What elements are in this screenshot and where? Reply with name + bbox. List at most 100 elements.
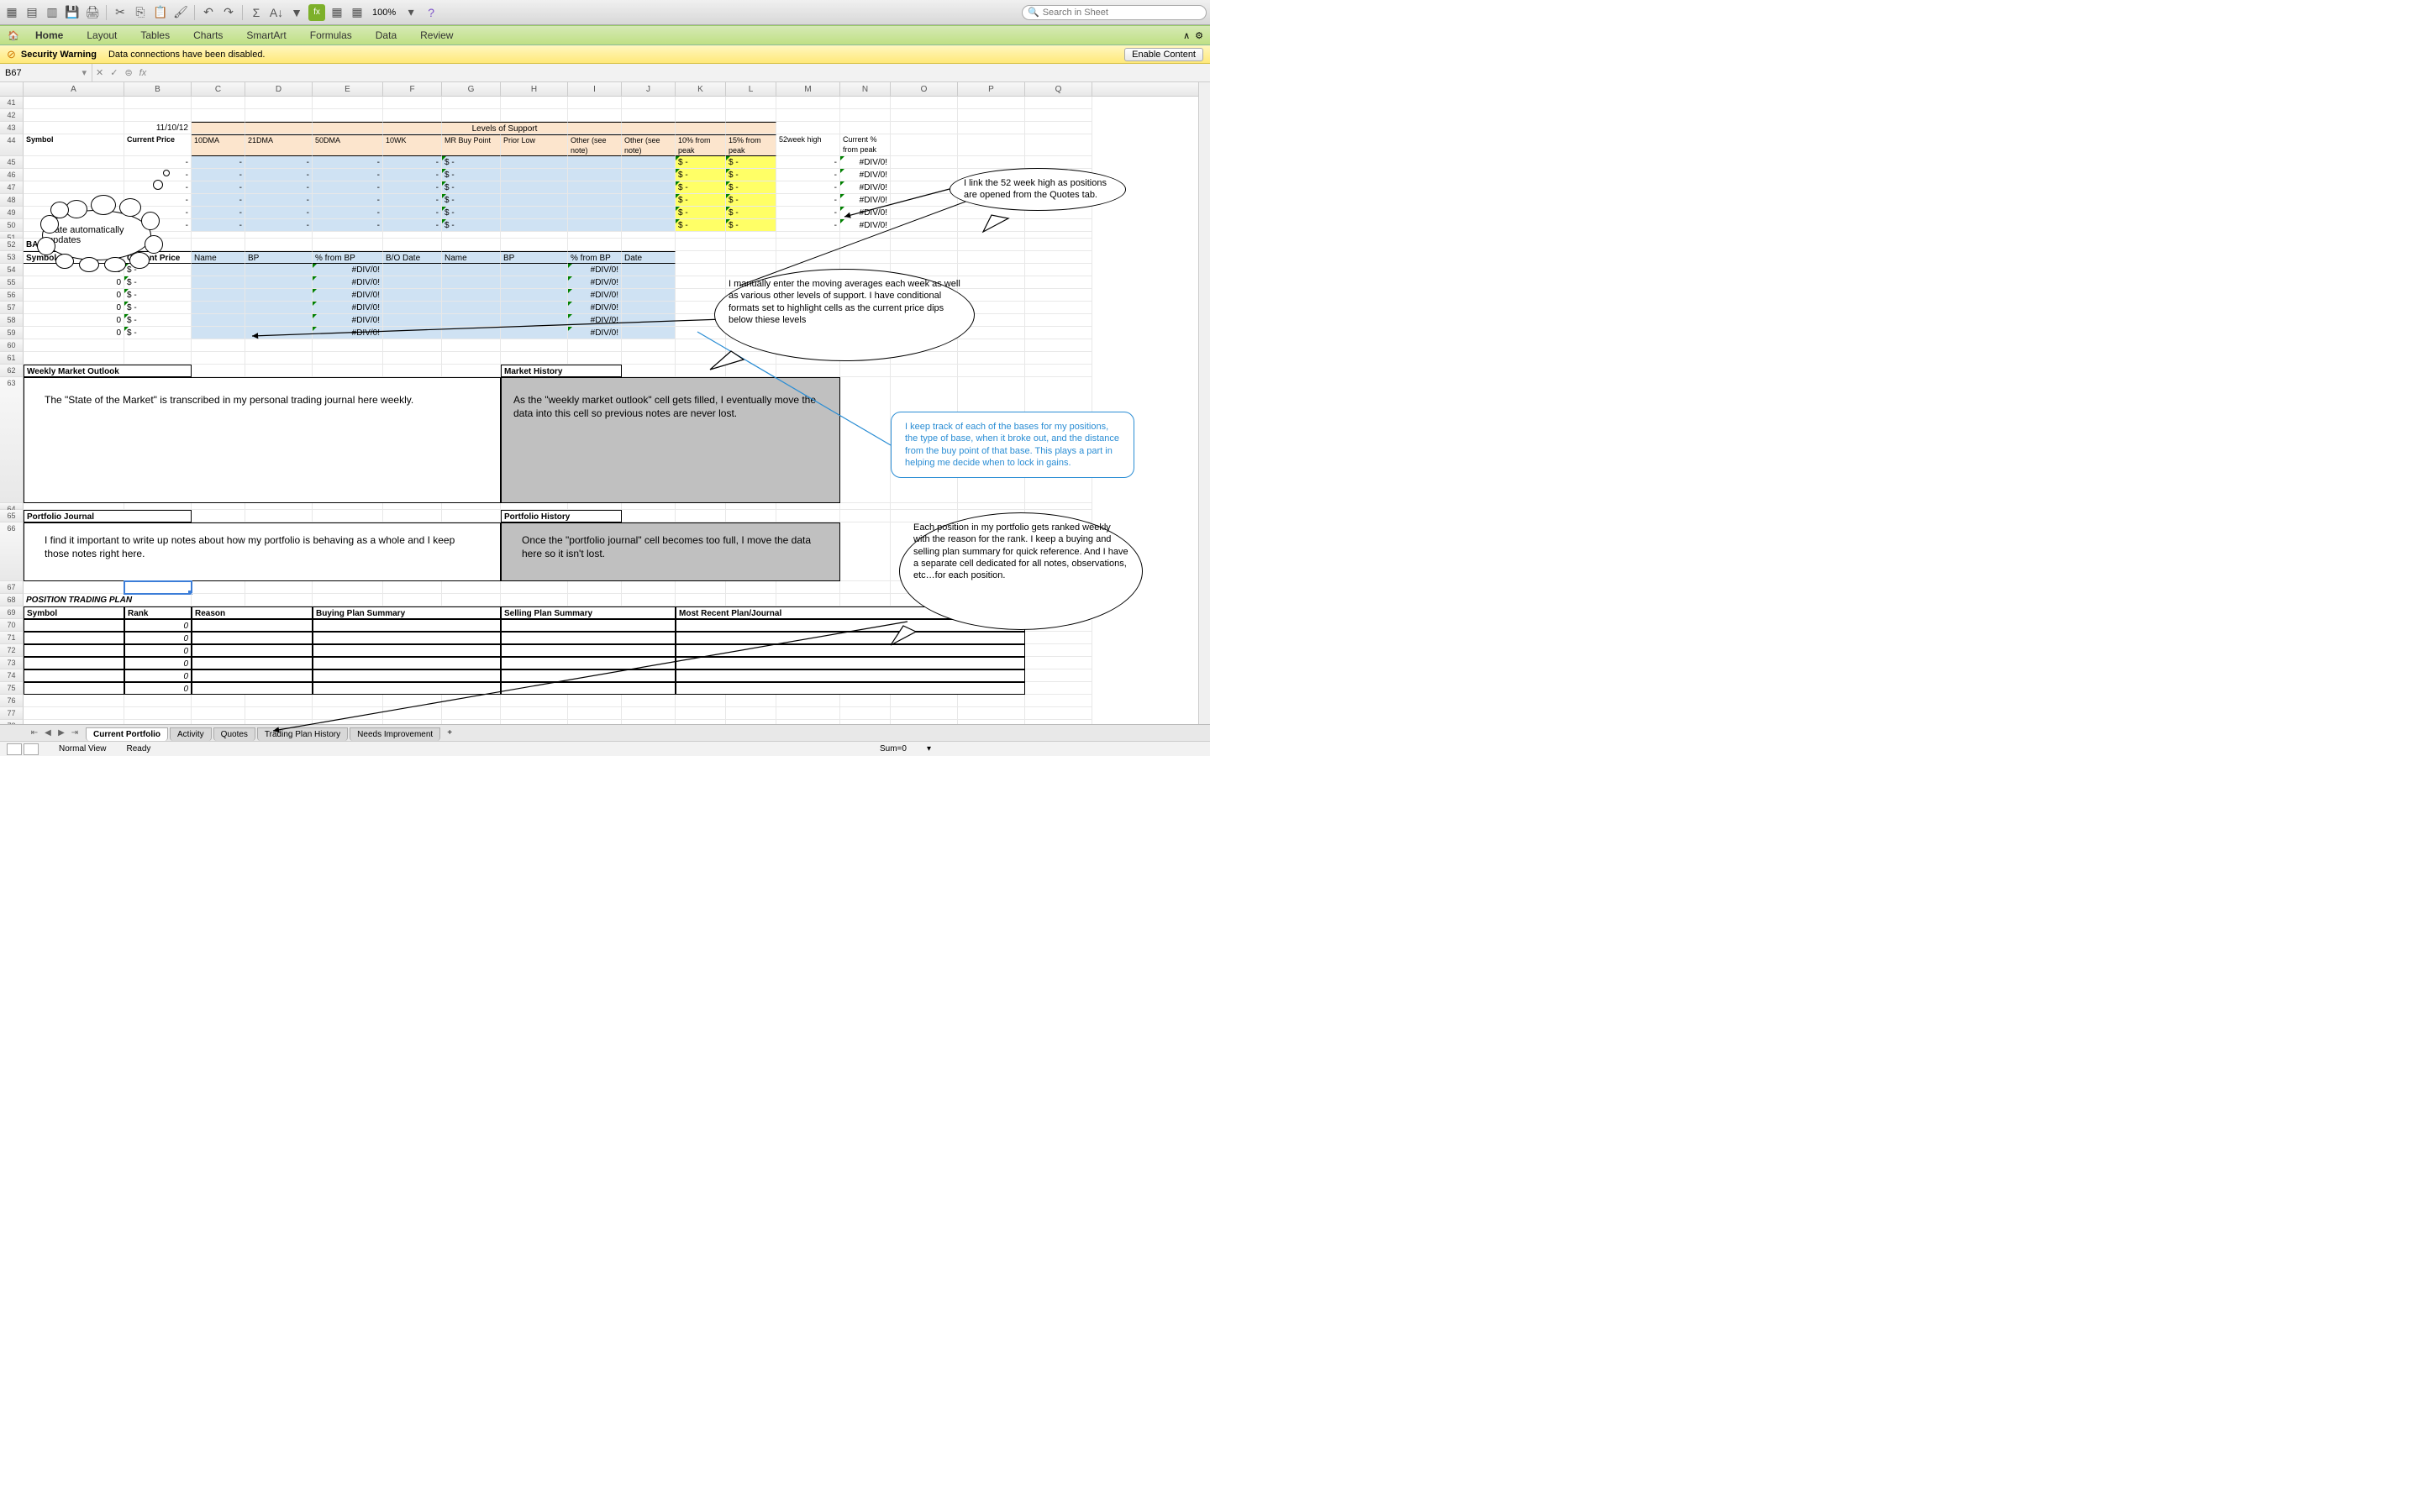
search-input[interactable] <box>1043 8 1201 18</box>
fx-icon[interactable]: fx <box>308 4 325 21</box>
row-header-62[interactable]: 62 <box>0 365 24 377</box>
redo-icon[interactable]: ↷ <box>220 4 237 21</box>
ribbon-tab-home[interactable]: Home <box>24 27 75 44</box>
col-header-M[interactable]: M <box>776 82 840 96</box>
cancel-formula-icon[interactable]: ✕ <box>92 67 107 78</box>
col-header-J[interactable]: J <box>622 82 676 96</box>
sheet-tab-activity[interactable]: Activity <box>170 727 212 741</box>
open-icon[interactable]: ▤ <box>24 4 40 21</box>
row-header-44[interactable]: 44 <box>0 134 24 156</box>
col-header-D[interactable]: D <box>245 82 313 96</box>
ribbon-tab-charts[interactable]: Charts <box>182 27 234 44</box>
ribbon-tab-layout[interactable]: Layout <box>75 27 129 44</box>
sheet-tab-needs-improvement[interactable]: Needs Improvement <box>350 727 440 741</box>
row-header-41[interactable]: 41 <box>0 97 24 109</box>
row-header-52[interactable]: 52 <box>0 239 24 251</box>
col-header-O[interactable]: O <box>891 82 958 96</box>
row-header-42[interactable]: 42 <box>0 109 24 122</box>
col-header-Q[interactable]: Q <box>1025 82 1092 96</box>
selected-cell[interactable] <box>124 581 192 594</box>
row-header-63[interactable]: 63 <box>0 377 24 503</box>
format-painter-icon[interactable]: 🖌 <box>172 4 189 21</box>
ribbon-tab-formulas[interactable]: Formulas <box>298 27 364 44</box>
row-header-43[interactable]: 43 <box>0 122 24 134</box>
first-sheet-icon[interactable]: ⇤ <box>29 728 40 738</box>
row-header-51[interactable]: 51 <box>0 232 24 239</box>
view-buttons[interactable] <box>7 743 39 755</box>
add-sheet-button[interactable]: + <box>442 728 457 738</box>
row-header-67[interactable]: 67 <box>0 581 24 594</box>
column-headers[interactable]: ABCDEFGHIJKLMNOPQ <box>0 82 1210 97</box>
row-header-76[interactable]: 76 <box>0 695 24 707</box>
row-header-68[interactable]: 68 <box>0 594 24 606</box>
open2-icon[interactable]: ▥ <box>44 4 60 21</box>
cut-icon[interactable]: ✂ <box>112 4 129 21</box>
row-header-47[interactable]: 47 <box>0 181 24 194</box>
row-header-73[interactable]: 73 <box>0 657 24 669</box>
col-header-P[interactable]: P <box>958 82 1025 96</box>
undo-icon[interactable]: ↶ <box>200 4 217 21</box>
col-header-L[interactable]: L <box>726 82 776 96</box>
autosum-icon[interactable]: Σ <box>248 4 265 21</box>
sort-icon[interactable]: A↓ <box>268 4 285 21</box>
name-box[interactable]: B67 ▾ <box>0 64 92 81</box>
prev-sheet-icon[interactable]: ◀ <box>42 728 54 738</box>
copy-icon[interactable]: ⎘ <box>132 4 149 21</box>
row-header-46[interactable]: 46 <box>0 169 24 181</box>
row-header-50[interactable]: 50 <box>0 219 24 232</box>
col-header-C[interactable]: C <box>192 82 245 96</box>
zoom-dropdown-icon[interactable]: ▾ <box>402 4 419 21</box>
col-header-I[interactable]: I <box>568 82 622 96</box>
sheet-tab-trading-plan-history[interactable]: Trading Plan History <box>257 727 348 741</box>
row-header-64[interactable]: 64 <box>0 503 24 510</box>
ribbon-tab-tables[interactable]: Tables <box>129 27 182 44</box>
fx-button-icon[interactable]: ⊜ <box>121 67 135 78</box>
gear-icon[interactable]: ⚙ <box>1195 30 1203 41</box>
col-header-H[interactable]: H <box>501 82 568 96</box>
print-icon[interactable]: 🖨 <box>84 4 101 21</box>
row-header-77[interactable]: 77 <box>0 707 24 720</box>
row-header-49[interactable]: 49 <box>0 207 24 219</box>
row-header-69[interactable]: 69 <box>0 606 24 619</box>
ribbon-tab-smartart[interactable]: SmartArt <box>234 27 297 44</box>
row-header-71[interactable]: 71 <box>0 632 24 644</box>
row-header-72[interactable]: 72 <box>0 644 24 657</box>
col-header-N[interactable]: N <box>840 82 891 96</box>
row-header-75[interactable]: 75 <box>0 682 24 695</box>
ribbon-tab-review[interactable]: Review <box>408 27 465 44</box>
row-header-70[interactable]: 70 <box>0 619 24 632</box>
row-header-61[interactable]: 61 <box>0 352 24 365</box>
normal-view-icon[interactable] <box>7 743 22 755</box>
row-header-53[interactable]: 53 <box>0 251 24 264</box>
home-icon[interactable]: 🏠 <box>7 29 20 42</box>
row-header-59[interactable]: 59 <box>0 327 24 339</box>
col-header-B[interactable]: B <box>124 82 192 96</box>
row-header-54[interactable]: 54 <box>0 264 24 276</box>
last-sheet-icon[interactable]: ⇥ <box>69 728 81 738</box>
sheet-nav[interactable]: ⇤ ◀ ▶ ⇥ <box>24 728 86 738</box>
row-header-74[interactable]: 74 <box>0 669 24 682</box>
col-header-G[interactable]: G <box>442 82 501 96</box>
search-box[interactable]: 🔍 <box>1022 5 1207 20</box>
row-header-65[interactable]: 65 <box>0 510 24 522</box>
next-sheet-icon[interactable]: ▶ <box>55 728 67 738</box>
row-header-57[interactable]: 57 <box>0 302 24 314</box>
row-header-45[interactable]: 45 <box>0 156 24 169</box>
vertical-scrollbar[interactable] <box>1198 82 1210 724</box>
collapse-ribbon-icon[interactable]: ∧ <box>1183 30 1190 41</box>
row-header-66[interactable]: 66 <box>0 522 24 581</box>
accept-formula-icon[interactable]: ✓ <box>107 67 121 78</box>
sum-dropdown-icon[interactable]: ▾ <box>927 744 931 753</box>
row-header-55[interactable]: 55 <box>0 276 24 289</box>
row-header-58[interactable]: 58 <box>0 314 24 327</box>
row-header-56[interactable]: 56 <box>0 289 24 302</box>
row-header-60[interactable]: 60 <box>0 339 24 352</box>
col-header-A[interactable]: A <box>24 82 124 96</box>
select-all-corner[interactable] <box>0 82 24 96</box>
page-layout-view-icon[interactable] <box>24 743 39 755</box>
cells-icon[interactable]: ▦ <box>329 4 345 21</box>
filter-icon[interactable]: ▼ <box>288 4 305 21</box>
col-header-K[interactable]: K <box>676 82 726 96</box>
ribbon-tab-data[interactable]: Data <box>364 27 408 44</box>
new-icon[interactable]: ▦ <box>3 4 20 21</box>
